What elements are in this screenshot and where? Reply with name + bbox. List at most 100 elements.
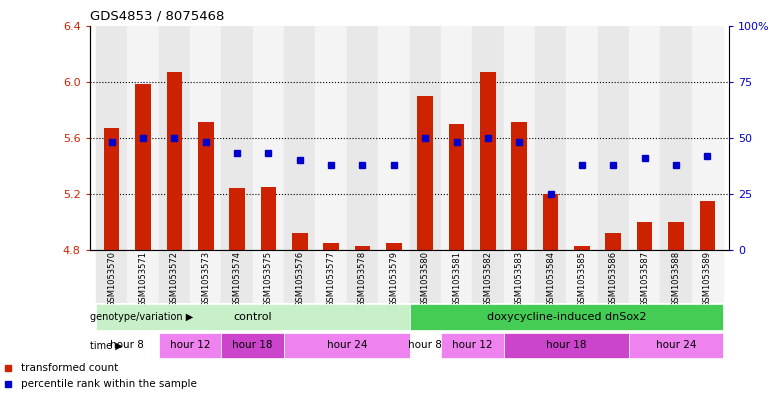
Bar xyxy=(261,187,276,250)
Text: hour 12: hour 12 xyxy=(452,340,492,351)
Bar xyxy=(378,250,410,303)
Bar xyxy=(417,95,433,250)
Text: GSM1053584: GSM1053584 xyxy=(546,251,555,307)
Bar xyxy=(448,124,464,250)
Bar xyxy=(410,26,441,250)
Text: control: control xyxy=(233,312,272,322)
Bar xyxy=(96,305,410,330)
Bar xyxy=(96,250,127,303)
Bar xyxy=(597,250,629,303)
Bar xyxy=(700,201,715,250)
Bar xyxy=(597,26,629,250)
Text: GSM1053578: GSM1053578 xyxy=(358,251,367,307)
Bar xyxy=(629,26,661,250)
Bar xyxy=(96,26,127,250)
Bar xyxy=(347,26,378,250)
Bar xyxy=(386,243,402,250)
Text: genotype/variation ▶: genotype/variation ▶ xyxy=(90,312,193,322)
Text: GSM1053586: GSM1053586 xyxy=(609,251,618,307)
Bar xyxy=(441,333,504,358)
Bar xyxy=(284,250,315,303)
Text: GSM1053582: GSM1053582 xyxy=(484,251,492,307)
Bar xyxy=(692,250,723,303)
Text: transformed count: transformed count xyxy=(22,363,119,373)
Bar xyxy=(504,26,535,250)
Bar xyxy=(636,222,653,250)
Bar xyxy=(441,26,472,250)
Bar xyxy=(135,84,151,250)
Bar xyxy=(292,233,307,250)
Bar xyxy=(355,246,370,250)
Bar xyxy=(158,333,222,358)
Bar xyxy=(222,250,253,303)
Bar xyxy=(315,26,347,250)
Text: hour 12: hour 12 xyxy=(170,340,211,351)
Text: GSM1053587: GSM1053587 xyxy=(640,251,649,307)
Bar xyxy=(472,250,504,303)
Text: hour 24: hour 24 xyxy=(656,340,697,351)
Bar xyxy=(315,250,347,303)
Text: GSM1053575: GSM1053575 xyxy=(264,251,273,307)
Text: GSM1053571: GSM1053571 xyxy=(139,251,147,307)
Bar xyxy=(96,333,158,358)
Text: GSM1053583: GSM1053583 xyxy=(515,251,523,307)
Text: hour 18: hour 18 xyxy=(546,340,587,351)
Bar xyxy=(504,333,629,358)
Text: time ▶: time ▶ xyxy=(90,340,122,351)
Bar xyxy=(222,333,284,358)
Bar xyxy=(347,250,378,303)
Text: GSM1053570: GSM1053570 xyxy=(107,251,116,307)
Text: GSM1053589: GSM1053589 xyxy=(703,251,712,307)
Bar xyxy=(574,246,590,250)
Bar xyxy=(190,26,222,250)
Bar xyxy=(127,250,158,303)
Bar xyxy=(472,26,504,250)
Text: GSM1053577: GSM1053577 xyxy=(327,251,335,307)
Text: hour 18: hour 18 xyxy=(232,340,273,351)
Bar xyxy=(605,233,621,250)
Bar xyxy=(323,243,339,250)
Text: GDS4853 / 8075468: GDS4853 / 8075468 xyxy=(90,9,224,22)
Bar xyxy=(410,250,441,303)
Bar xyxy=(512,122,527,250)
Bar xyxy=(480,72,496,250)
Text: GSM1053574: GSM1053574 xyxy=(232,251,242,307)
Text: GSM1053585: GSM1053585 xyxy=(577,251,587,307)
Bar xyxy=(104,128,119,250)
Bar xyxy=(229,188,245,250)
Bar xyxy=(535,26,566,250)
Bar xyxy=(222,26,253,250)
Bar xyxy=(158,250,190,303)
Text: hour 8: hour 8 xyxy=(408,340,442,351)
Text: GSM1053581: GSM1053581 xyxy=(452,251,461,307)
Text: GSM1053576: GSM1053576 xyxy=(296,251,304,307)
Bar xyxy=(668,222,684,250)
Bar xyxy=(190,250,222,303)
Bar xyxy=(441,250,472,303)
Bar xyxy=(410,333,441,358)
Bar xyxy=(127,26,158,250)
Text: hour 24: hour 24 xyxy=(327,340,367,351)
Bar xyxy=(378,26,410,250)
Bar xyxy=(661,250,692,303)
Bar xyxy=(629,333,723,358)
Bar xyxy=(661,26,692,250)
Text: GSM1053588: GSM1053588 xyxy=(672,251,680,307)
Bar xyxy=(504,250,535,303)
Text: GSM1053579: GSM1053579 xyxy=(389,251,399,307)
Bar xyxy=(166,72,183,250)
Bar xyxy=(410,305,723,330)
Text: GSM1053572: GSM1053572 xyxy=(170,251,179,307)
Text: percentile rank within the sample: percentile rank within the sample xyxy=(22,379,197,389)
Bar xyxy=(253,26,284,250)
Bar xyxy=(566,250,597,303)
Bar xyxy=(566,26,597,250)
Bar xyxy=(535,250,566,303)
Bar xyxy=(284,26,315,250)
Bar xyxy=(158,26,190,250)
Bar xyxy=(629,250,661,303)
Bar xyxy=(692,26,723,250)
Text: doxycycline-induced dnSox2: doxycycline-induced dnSox2 xyxy=(487,312,646,322)
Text: hour 8: hour 8 xyxy=(111,340,144,351)
Bar xyxy=(253,250,284,303)
